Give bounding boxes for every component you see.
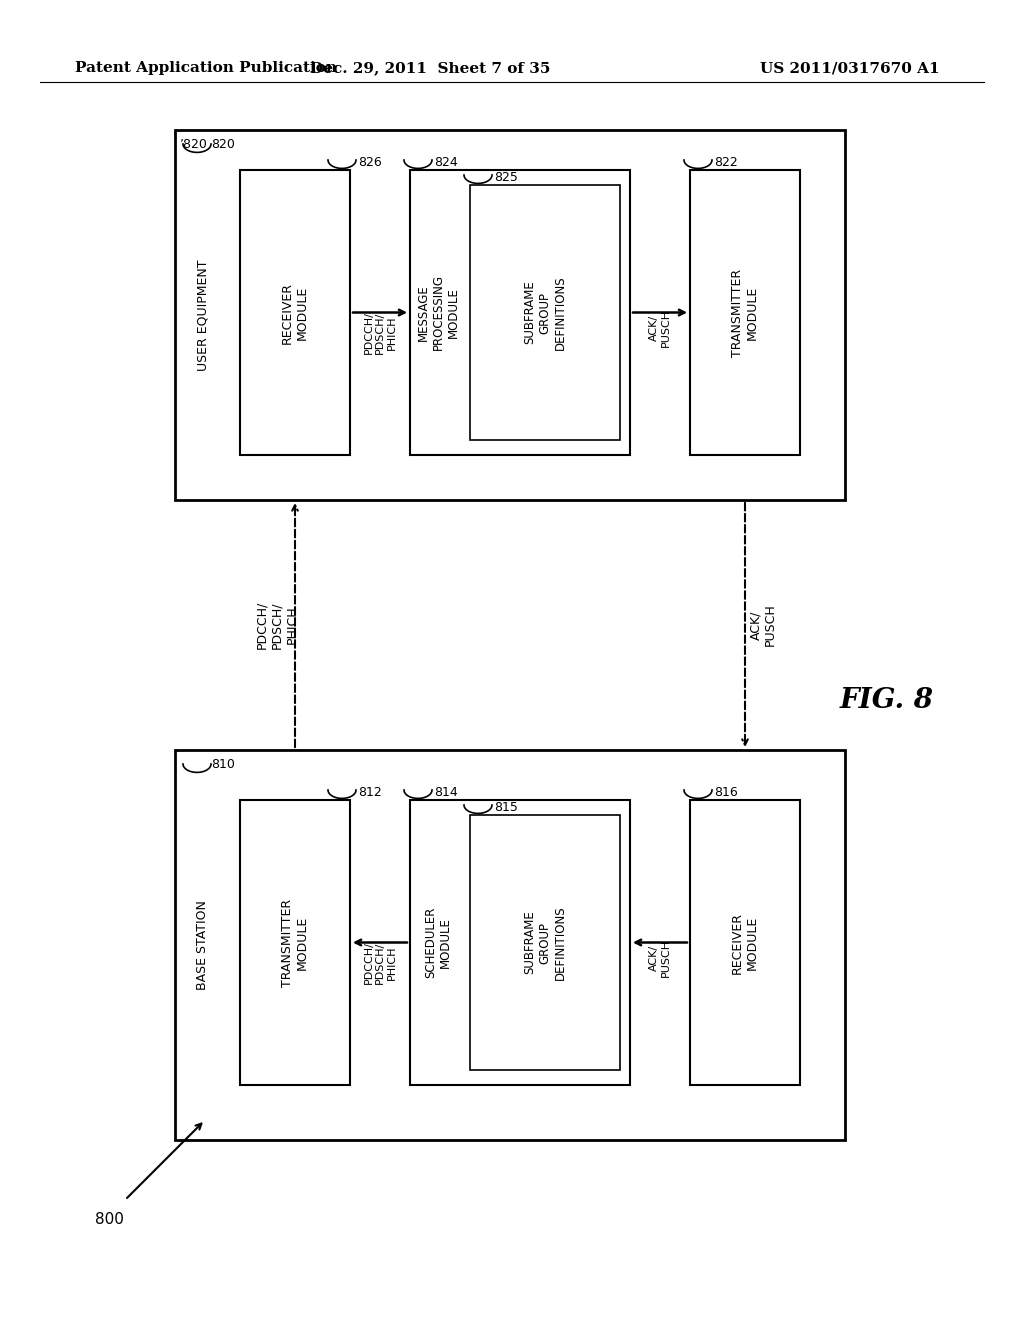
Text: Dec. 29, 2011  Sheet 7 of 35: Dec. 29, 2011 Sheet 7 of 35	[310, 61, 550, 75]
Text: SUBFRAME
GROUP
DEFINITIONS: SUBFRAME GROUP DEFINITIONS	[523, 906, 566, 979]
Text: ACK/
PUSCH: ACK/ PUSCH	[749, 603, 777, 647]
Text: 826: 826	[358, 156, 382, 169]
Bar	[470, 814, 620, 1071]
Text: ’820: ’820	[180, 139, 208, 150]
Text: BASE STATION: BASE STATION	[197, 900, 210, 990]
Bar	[175, 129, 845, 500]
Text: RECEIVER
MODULE: RECEIVER MODULE	[281, 281, 309, 343]
Text: FIG. 8: FIG. 8	[840, 686, 934, 714]
Text: US 2011/0317670 A1: US 2011/0317670 A1	[760, 61, 940, 75]
Text: PDCCH/
PDSCH/
PHICH: PDCCH/ PDSCH/ PHICH	[364, 312, 396, 354]
Text: PDCCH/
PDSCH/
PHICH: PDCCH/ PDSCH/ PHICH	[364, 941, 396, 983]
Bar	[690, 800, 800, 1085]
Text: 820: 820	[211, 139, 234, 150]
Bar	[410, 800, 630, 1085]
Text: TRANSMITTER
MODULE: TRANSMITTER MODULE	[281, 899, 309, 986]
Text: TRANSMITTER
MODULE: TRANSMITTER MODULE	[731, 268, 759, 356]
Text: 825: 825	[494, 172, 518, 183]
Text: USER EQUIPMENT: USER EQUIPMENT	[197, 259, 210, 371]
Text: SCHEDULER
MODULE: SCHEDULER MODULE	[424, 907, 452, 978]
Bar	[470, 185, 620, 440]
Text: 810: 810	[211, 758, 234, 771]
Text: 814: 814	[434, 785, 458, 799]
Text: ACK/
PUSCH: ACK/ PUSCH	[649, 309, 671, 347]
Text: 816: 816	[714, 785, 737, 799]
Bar	[240, 800, 350, 1085]
Text: Patent Application Publication: Patent Application Publication	[75, 61, 337, 75]
Bar	[175, 750, 845, 1140]
Text: 822: 822	[714, 156, 737, 169]
Text: PDCCH/
PDSCH/
PHICH: PDCCH/ PDSCH/ PHICH	[256, 601, 299, 649]
Text: 815: 815	[494, 801, 518, 814]
Bar	[690, 170, 800, 455]
Bar	[240, 170, 350, 455]
Text: 812: 812	[358, 785, 382, 799]
Text: 824: 824	[434, 156, 458, 169]
Text: MESSAGE
PROCESSING
MODULE: MESSAGE PROCESSING MODULE	[417, 275, 460, 351]
Text: RECEIVER
MODULE: RECEIVER MODULE	[731, 912, 759, 974]
Text: 800: 800	[95, 1213, 124, 1228]
Text: SUBFRAME
GROUP
DEFINITIONS: SUBFRAME GROUP DEFINITIONS	[523, 275, 566, 350]
Bar	[410, 170, 630, 455]
Text: ACK/
PUSCH: ACK/ PUSCH	[649, 939, 671, 977]
